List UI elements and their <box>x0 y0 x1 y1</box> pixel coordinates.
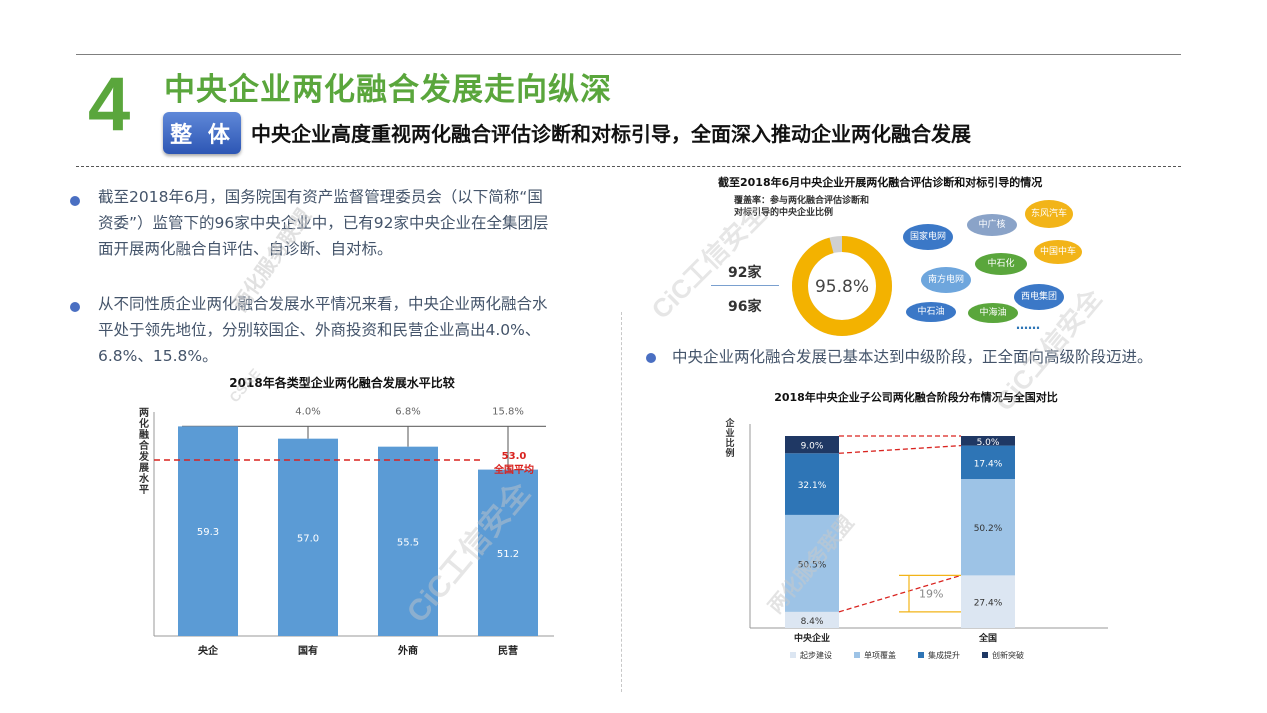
reference-value: 53.0 <box>502 451 527 462</box>
bubble-state-grid: 国家电网 <box>903 224 953 250</box>
coverage-label: 覆盖率：参与两化融合评估诊断和 对标引导的中央企业比例 <box>734 196 870 218</box>
legend-swatch <box>982 652 988 658</box>
tag-badge: 整 体 <box>163 112 241 154</box>
stack-segment <box>961 436 1015 446</box>
ylabel-char: 展 <box>139 462 149 474</box>
stack-segment <box>785 514 839 612</box>
bubble-dongfeng: 东风汽车 <box>1025 200 1073 228</box>
coverage-title: 截至2018年6月中央企业开展两化融合评估诊断和对标引导的情况 <box>718 176 1043 189</box>
ylabel-char: 融 <box>139 428 149 441</box>
stack-segment <box>785 611 839 628</box>
count-participating: 92家 <box>728 265 762 281</box>
header-divider <box>76 166 1181 167</box>
legend-label: 集成提升 <box>928 650 960 660</box>
segment-value-label: 17.4% <box>974 459 1003 469</box>
bar <box>178 426 238 636</box>
gap-label: 15.8% <box>492 406 524 417</box>
segment-value-label: 8.4% <box>801 617 824 627</box>
donut-value: 95.8% <box>815 277 869 297</box>
bubble-csg: 南方电网 <box>921 267 971 293</box>
bubble-crrc: 中国中车 <box>1034 240 1082 264</box>
x-tick-label: 中央企业 <box>794 632 830 644</box>
bar-value-label: 55.5 <box>397 537 419 548</box>
connector-line <box>838 444 962 454</box>
chart-ylabel: 企业比例 <box>724 417 735 459</box>
page-subtitle: 中央企业高度重视两化融合评估诊断和对标引导，全面深入推动企业两化融合发展 <box>251 122 971 146</box>
legend-label: 单项覆盖 <box>864 650 896 660</box>
segment-value-label: 50.5% <box>798 560 827 570</box>
bar-value-label: 59.3 <box>197 527 219 538</box>
gap-label: 6.8% <box>395 406 420 417</box>
ylabel-char: 发 <box>138 450 150 463</box>
stack-segment <box>961 479 1015 576</box>
reference-label: 全国平均 <box>493 463 534 476</box>
chart-title: 2018年各类型企业两化融合发展水平比较 <box>229 375 454 390</box>
ylabel-char: 比 <box>725 437 734 449</box>
bubble-sinopec: 中石化 <box>975 253 1027 275</box>
bullet-dot <box>70 196 80 206</box>
bar-value-label: 57.0 <box>297 533 319 544</box>
bullet-text-3: 中央企业两化融合发展已基本达到中级阶段，正全面向高级阶段迈进。 <box>672 348 1153 366</box>
chart-title: 2018年中央企业子公司两化融合阶段分布情况与全国对比 <box>774 390 1058 404</box>
legend-label: 起步建设 <box>800 650 832 660</box>
ylabel-char: 业 <box>725 427 734 439</box>
segment-value-label: 9.0% <box>801 442 824 452</box>
bullet-text-1: 截至2018年6月，国务院国有资产监督管理委员会（以下简称“国 资委”）监管下的… <box>98 188 549 258</box>
bubble-cnooc: 中海油 <box>968 303 1018 323</box>
ylabel-char: 平 <box>139 484 149 496</box>
connector-line <box>838 574 962 613</box>
column-divider <box>621 312 622 692</box>
segment-value-label: 32.1% <box>798 481 827 491</box>
segment-value-label: 50.2% <box>974 524 1003 534</box>
page-title: 中央企业两化融合发展走向纵深 <box>164 72 612 108</box>
bullet-text-2: 从不同性质企业两化融合发展水平情况来看，中央企业两化融合水 平处于领先地位，分别… <box>98 295 548 365</box>
x-tick-label: 民营 <box>498 644 518 657</box>
x-tick-label: 全国 <box>978 632 997 644</box>
bar <box>278 438 338 636</box>
bubble-cgn: 中广核 <box>967 214 1017 236</box>
stack-segment <box>785 453 839 515</box>
ylabel-char: 合 <box>138 439 150 452</box>
bar-value-label: 51.2 <box>497 549 519 560</box>
legend-swatch <box>918 652 924 658</box>
section-number: 4 <box>88 62 131 147</box>
stage-stacked-chart: 2018年中央企业子公司两化融合阶段分布情况与全国对比 企业比例 8.4% 50.… <box>724 390 1108 660</box>
x-tick-label: 国有 <box>298 644 318 657</box>
x-tick-label: 外商 <box>397 644 418 657</box>
gap-annotation: 19% <box>919 588 943 601</box>
legend-swatch <box>854 652 860 658</box>
segment-value-label: 5.0% <box>977 438 1000 448</box>
bullet-dot <box>70 302 80 312</box>
count-total: 96家 <box>728 299 762 315</box>
segment-value-label: 27.4% <box>974 599 1003 609</box>
stack-segment <box>961 575 1015 628</box>
coverage-donut: 95.8% <box>792 236 892 336</box>
top-divider <box>76 54 1181 55</box>
ylabel-char: 两 <box>139 407 149 419</box>
fraction-line <box>711 285 779 286</box>
chart-ylabel: 两化融合发展水平 <box>138 407 150 496</box>
ylabel-char: 企 <box>724 417 735 429</box>
ylabel-char: 水 <box>138 472 150 485</box>
x-tick-label: 央企 <box>198 644 219 657</box>
legend-swatch <box>790 652 796 658</box>
bubble-xd: 西电集团 <box>1014 284 1064 310</box>
donut-arc <box>792 236 892 336</box>
level-bar-chart: 2018年各类型企业两化融合发展水平比较 两化融合发展水平 59.3 央企 57.0… <box>138 375 554 657</box>
ellipsis: …… <box>1016 318 1040 332</box>
ylabel-char: 例 <box>725 447 734 459</box>
gap-label: 4.0% <box>295 406 320 417</box>
stack-segment <box>961 445 1015 480</box>
bullet-dot <box>646 353 656 363</box>
bubble-cnpc: 中石油 <box>906 302 956 322</box>
ylabel-char: 化 <box>139 417 149 430</box>
bar <box>478 469 538 636</box>
bar <box>378 446 438 636</box>
stack-segment <box>785 436 839 454</box>
legend-label: 创新突破 <box>992 650 1024 660</box>
